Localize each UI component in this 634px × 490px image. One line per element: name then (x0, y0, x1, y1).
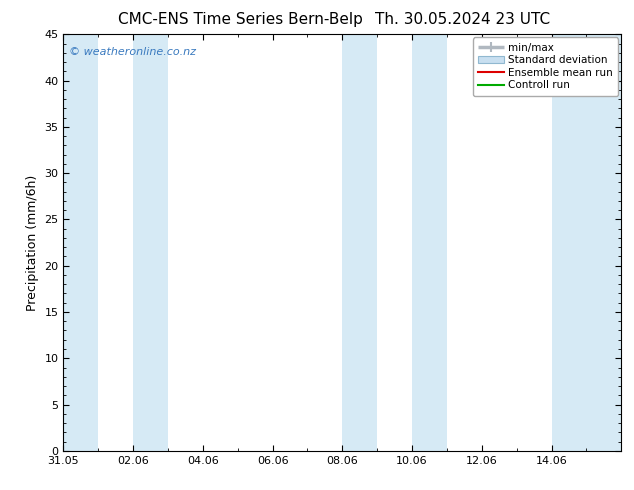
Legend: min/max, Standard deviation, Ensemble mean run, Controll run: min/max, Standard deviation, Ensemble me… (473, 37, 618, 96)
Y-axis label: Precipitation (mm/6h): Precipitation (mm/6h) (26, 174, 39, 311)
Text: Th. 30.05.2024 23 UTC: Th. 30.05.2024 23 UTC (375, 12, 550, 27)
Bar (63, 34, 98, 451)
Bar (133, 34, 168, 451)
Text: CMC-ENS Time Series Bern-Belp: CMC-ENS Time Series Bern-Belp (119, 12, 363, 27)
Bar (342, 34, 377, 451)
Bar (412, 34, 447, 451)
Text: © weatheronline.co.nz: © weatheronline.co.nz (69, 47, 196, 57)
Bar (552, 34, 621, 451)
